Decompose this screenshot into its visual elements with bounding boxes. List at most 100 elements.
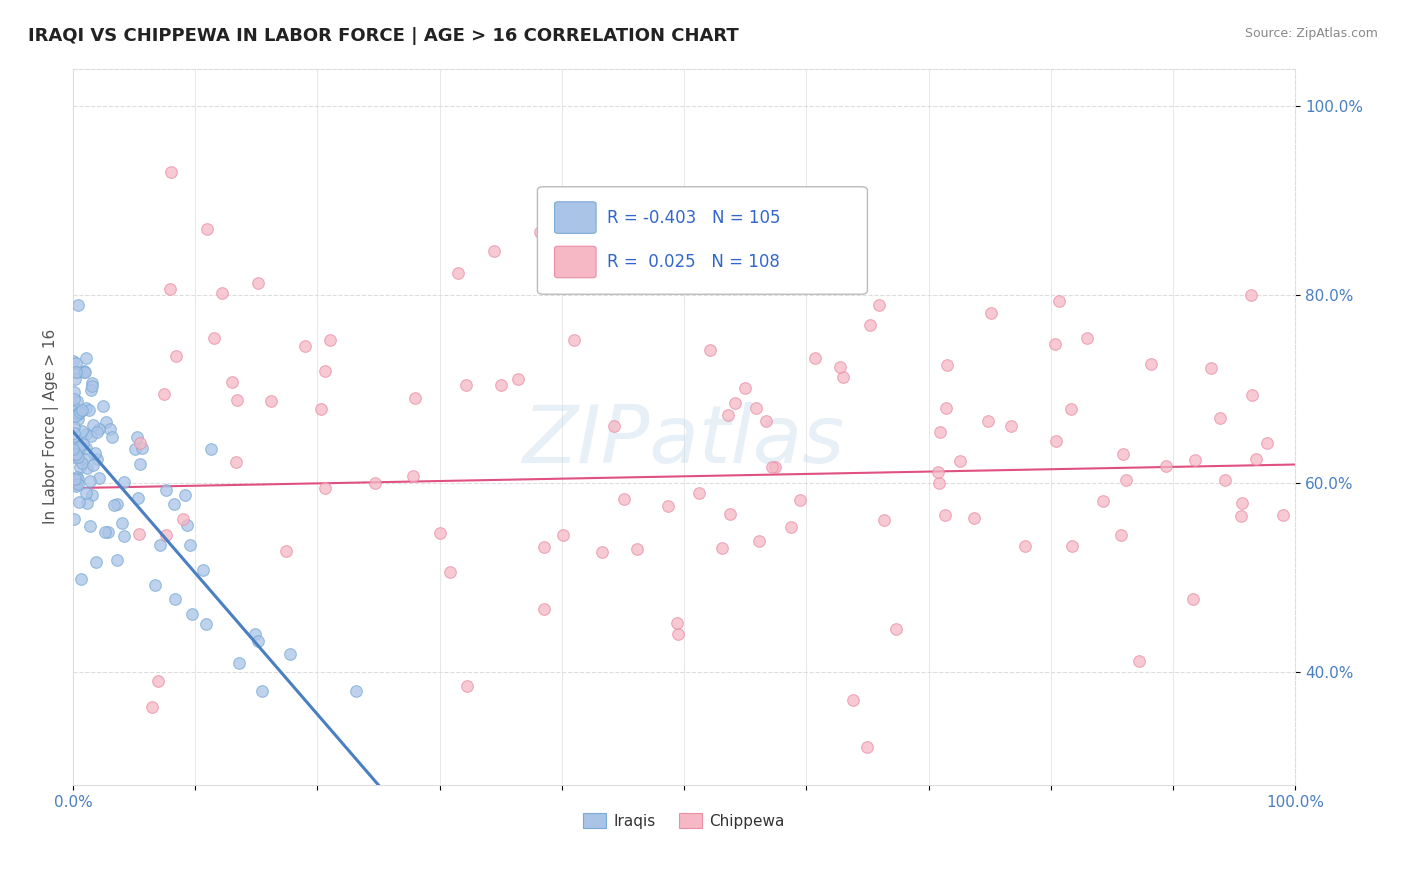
Point [699,343,721,357]
Point [1230,509,1253,524]
Point [62,385,84,400]
Point [603,419,626,434]
Point [405,391,427,405]
Point [482,244,505,258]
Point [97,524,120,539]
Point [67,406,90,420]
Point [63,409,86,423]
Point [69,405,91,419]
Point [243,627,266,641]
Point [841,692,863,706]
Point [562,333,585,347]
Point [65,450,87,464]
Point [86,425,108,439]
Point [62,442,84,456]
Point [927,465,949,479]
Point [221,375,243,389]
Point [83,446,105,460]
Point [344,683,367,698]
Point [508,371,530,385]
Point [66,450,89,465]
Point [935,401,957,416]
Point [65,447,87,461]
Point [146,673,169,688]
Point [80,379,103,393]
Point [131,442,153,456]
Point [1213,473,1236,487]
Point [1232,496,1254,510]
Point [276,544,298,558]
Point [1112,447,1135,461]
Point [401,468,423,483]
Point [101,430,124,444]
Point [124,442,146,457]
Point [533,541,555,555]
Point [657,499,679,513]
Point [91,399,114,413]
Point [70,572,93,586]
Point [103,498,125,512]
Point [789,493,811,508]
Point [65,356,87,370]
Point [225,455,247,469]
Point [439,566,461,580]
Point [1076,331,1098,345]
Point [734,381,756,395]
Point [832,370,855,384]
Point [172,512,194,526]
FancyBboxPatch shape [537,186,868,294]
Point [149,538,172,552]
Point [1240,288,1263,302]
Point [65,438,87,452]
Point [67,412,90,426]
Point [856,740,879,755]
Point [1154,458,1177,473]
Point [1241,388,1264,402]
Point [65,479,87,493]
Point [112,475,135,489]
Point [67,472,90,486]
Text: Source: ZipAtlas.com: Source: ZipAtlas.com [1244,27,1378,40]
Point [173,488,195,502]
Point [456,679,478,693]
Point [127,491,149,505]
Point [89,471,111,485]
Point [165,349,187,363]
Point [84,556,107,570]
Point [591,545,613,559]
Point [546,217,568,231]
Point [179,538,201,552]
Point [63,372,86,386]
Point [318,333,340,347]
Point [1045,434,1067,448]
Point [314,364,336,378]
Text: R = -0.403   N = 105: R = -0.403 N = 105 [607,209,780,227]
Point [1256,436,1278,450]
Point [63,472,86,486]
Point [67,407,90,421]
Point [779,520,801,534]
Legend: Iraqis, Chippewa: Iraqis, Chippewa [576,806,792,835]
Point [1060,402,1083,417]
Point [66,477,89,491]
Point [69,460,91,475]
Point [63,420,86,434]
Point [69,441,91,455]
Point [1043,337,1066,351]
Point [489,378,512,392]
Point [1209,411,1232,425]
Point [180,607,202,621]
Point [294,339,316,353]
Point [77,402,100,417]
Point [976,414,998,428]
Point [1109,527,1132,541]
Point [129,457,152,471]
Point [112,529,135,543]
Point [63,425,86,440]
Point [211,286,233,301]
Point [65,447,87,461]
Point [529,225,551,239]
Point [314,482,336,496]
Point [1184,453,1206,467]
Point [72,364,94,378]
